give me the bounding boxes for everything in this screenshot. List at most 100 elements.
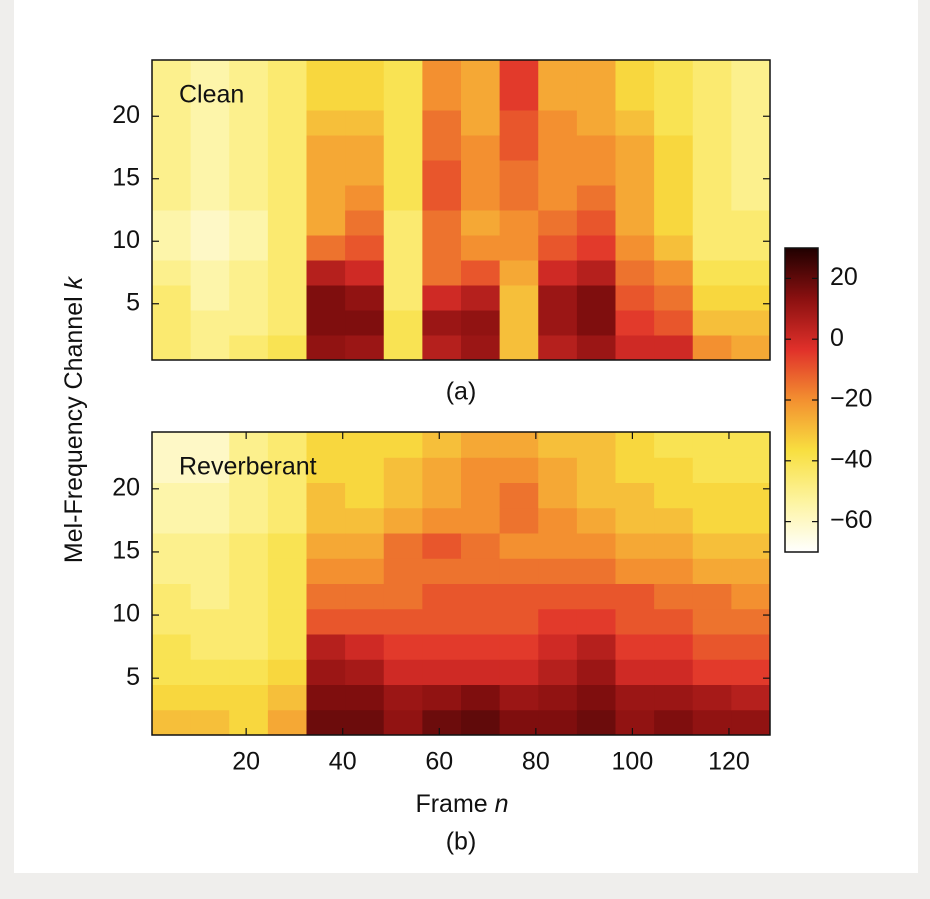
- heatmap-cell: [190, 709, 230, 736]
- heatmap-cell: [576, 110, 616, 136]
- heatmap-cell: [306, 608, 346, 635]
- heatmap-cell: [731, 260, 771, 286]
- colorbar-tick-label: −60: [830, 506, 872, 534]
- heatmap-cell: [654, 60, 694, 86]
- heatmap-cell: [190, 432, 230, 458]
- heatmap-cell: [267, 160, 307, 186]
- heatmap-cell: [152, 482, 192, 509]
- heatmap-cell: [345, 709, 385, 736]
- heatmap-cell: [152, 285, 192, 311]
- x-axis-label-symbol: n: [495, 790, 509, 818]
- heatmap-cell: [654, 684, 694, 711]
- heatmap-cell: [538, 457, 578, 483]
- heatmap-cell: [461, 659, 501, 685]
- heatmap-cell: [190, 110, 230, 136]
- heatmap-cell: [229, 482, 269, 509]
- heatmap-cell: [267, 135, 307, 161]
- heatmap-cell: [229, 432, 269, 458]
- heatmap-cell: [383, 533, 423, 559]
- heatmap-cell: [422, 659, 462, 685]
- heatmap-cell: [576, 634, 616, 660]
- heatmap-cell: [229, 583, 269, 610]
- heatmap-cell: [615, 60, 655, 86]
- heatmap-cell: [422, 110, 462, 136]
- heatmap-cell: [692, 260, 732, 286]
- panel-annotation: Reverberant: [179, 453, 317, 481]
- heatmap-cell: [499, 235, 539, 261]
- heatmap-cell: [461, 558, 501, 584]
- heatmap-cell: [383, 285, 423, 311]
- heatmap-cell: [692, 160, 732, 186]
- heatmap-cell: [615, 558, 655, 584]
- heatmap-cell: [383, 432, 423, 458]
- heatmap-cell: [190, 457, 230, 483]
- heatmap-cell: [615, 659, 655, 685]
- heatmap-cell: [654, 558, 694, 584]
- heatmap-cell: [229, 335, 269, 361]
- heatmap-cell: [731, 533, 771, 559]
- y-axis-label: Mel-Frequency Channel k: [60, 275, 88, 563]
- heatmap-cell: [499, 310, 539, 336]
- heatmap-cell: [190, 285, 230, 311]
- heatmap-cell: [229, 60, 269, 86]
- heatmap-cell: [152, 235, 192, 261]
- heatmap-cell: [422, 608, 462, 635]
- heatmap-cell: [538, 482, 578, 509]
- plot-frame: [151, 431, 771, 736]
- heatmap-cell: [306, 709, 346, 736]
- heatmap-cell: [654, 260, 694, 286]
- heatmap-cell: [267, 634, 307, 660]
- heatmap-cell: [383, 335, 423, 361]
- heatmap-cell: [152, 135, 192, 161]
- heatmap-cell: [461, 533, 501, 559]
- heatmap-cell: [576, 85, 616, 111]
- heatmap-cell: [615, 507, 655, 534]
- heatmap-cell: [267, 533, 307, 559]
- heatmap-cell: [267, 709, 307, 736]
- heatmap-cell: [576, 659, 616, 685]
- heatmap-cell: [499, 634, 539, 660]
- heatmap-cell: [152, 432, 192, 458]
- heatmap-cell: [229, 684, 269, 711]
- heatmap-cell: [731, 507, 771, 534]
- heatmap-cell: [538, 135, 578, 161]
- heatmap-cell: [538, 533, 578, 559]
- heatmap-cell: [229, 160, 269, 186]
- heatmap-cell: [615, 135, 655, 161]
- heatmap-cell: [152, 583, 192, 610]
- heatmap-cell: [499, 135, 539, 161]
- heatmap-cell: [267, 185, 307, 211]
- heatmap-cell: [576, 558, 616, 584]
- heatmap-cell: [152, 160, 192, 186]
- heatmap-cell: [422, 135, 462, 161]
- heatmap-cell: [654, 709, 694, 736]
- heatmap-cell: [306, 659, 346, 685]
- heatmap-cell: [576, 310, 616, 336]
- heatmap-cell: [461, 432, 501, 458]
- panel-caption: (a): [446, 378, 477, 406]
- heatmap-cell: [576, 533, 616, 559]
- heatmap-cell: [345, 659, 385, 685]
- heatmap-cell: [422, 507, 462, 534]
- heatmap-cell: [654, 533, 694, 559]
- heatmap-cell: [383, 60, 423, 86]
- heatmap-cell: [345, 85, 385, 111]
- heatmap-cell: [499, 285, 539, 311]
- heatmap-cell: [229, 659, 269, 685]
- heatmap-cell: [152, 634, 192, 660]
- heatmap-cell: [538, 285, 578, 311]
- heatmap-cell: [152, 210, 192, 236]
- heatmap-cell: [499, 457, 539, 483]
- heatmap-cell: [152, 684, 192, 711]
- heatmap-cell: [152, 185, 192, 211]
- heatmap-cell: [615, 634, 655, 660]
- heatmap-cell: [692, 85, 732, 111]
- heatmap-cell: [152, 457, 192, 483]
- heatmap-cell: [229, 558, 269, 584]
- x-tick-label: 80: [522, 748, 550, 776]
- heatmap-cell: [576, 235, 616, 261]
- heatmap-cell: [654, 235, 694, 261]
- heatmap-cell: [499, 684, 539, 711]
- x-tick-label: 20: [232, 748, 260, 776]
- heatmap-cell: [692, 60, 732, 86]
